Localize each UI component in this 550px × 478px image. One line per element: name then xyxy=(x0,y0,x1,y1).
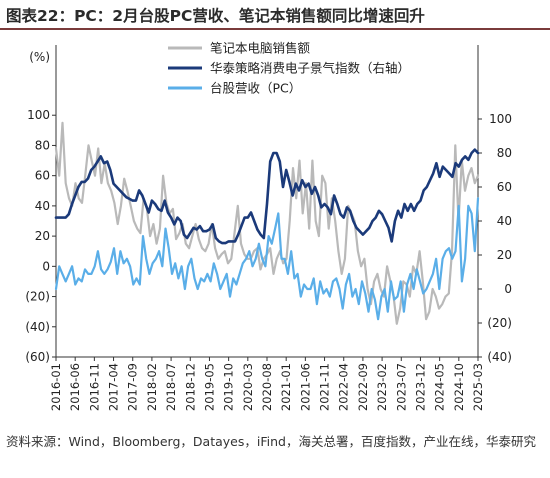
x-tick-label: 2021-06 xyxy=(298,363,312,411)
right-tick-label: 0 xyxy=(504,282,512,296)
x-tick-label: 2021-01 xyxy=(279,363,293,411)
x-tick-label: 2023-12 xyxy=(413,363,427,411)
x-tick-label: 2019-10 xyxy=(222,363,236,411)
left-tick-label: 60 xyxy=(35,169,50,183)
right-tick-label: 60 xyxy=(497,180,512,194)
legend-consumer-electronics-index-label: 华泰策略消费电子景气指数（右轴） xyxy=(210,61,410,76)
x-tick-label: 2025-03 xyxy=(471,363,485,411)
x-tick-label: 2023-07 xyxy=(394,363,408,411)
x-tick-label: 2020-03 xyxy=(241,363,255,411)
x-tick-label: 2016-01 xyxy=(49,363,63,411)
x-tick-label: 2018-07 xyxy=(164,363,178,411)
left-tick-label: (40) xyxy=(25,320,50,334)
right-tick-label: 40 xyxy=(497,214,512,228)
left-tick-label: 100 xyxy=(27,108,50,122)
x-tick-label: 2018-02 xyxy=(145,363,159,411)
right-tick-label: (40) xyxy=(487,350,512,364)
notebook-sales-line xyxy=(56,123,478,324)
left-tick-label: 20 xyxy=(35,229,50,243)
left-tick-label: (20) xyxy=(25,290,50,304)
x-tick-label: 2022-04 xyxy=(337,363,351,411)
consumer-electronics-index-line xyxy=(56,150,478,244)
left-tick-label: 80 xyxy=(35,138,50,152)
right-tick-label: 20 xyxy=(497,248,512,262)
x-tick-label: 2024-05 xyxy=(433,363,447,411)
right-tick-label: 80 xyxy=(497,146,512,160)
chart-title: 图表22：PC：2月台股PC营收、笔记本销售额同比增速回升 xyxy=(6,4,425,26)
x-tick-label: 2021-11 xyxy=(318,363,332,411)
x-tick-label: 2018-12 xyxy=(183,363,197,411)
right-tick-label: (20) xyxy=(487,316,512,330)
left-tick-label: (60) xyxy=(25,350,50,364)
x-tick-label: 2023-02 xyxy=(375,363,389,411)
legend-taiwan-pc-revenue-label: 台股营收（PC） xyxy=(210,81,301,96)
legend-notebook-sales-label: 笔记本电脑销售额 xyxy=(210,41,311,56)
x-tick-label: 2024-10 xyxy=(452,363,466,411)
chart-svg: (%) (60) (40) (20) 0 20 40 60 80 100 (40) (20) 0 20 4… xyxy=(0,30,550,430)
left-tick-label: 40 xyxy=(35,199,50,213)
x-tick-label: 2017-04 xyxy=(107,363,121,411)
x-tick-label: 2020-08 xyxy=(260,363,274,411)
x-tick-label: 2016-11 xyxy=(87,363,101,411)
x-tick-label: 2022-09 xyxy=(356,363,370,411)
x-tick-label: 2019-05 xyxy=(202,363,216,411)
left-tick-label: 0 xyxy=(42,259,50,273)
x-tick-label: 2016-06 xyxy=(68,363,82,411)
x-tick-label: 2017-09 xyxy=(126,363,140,411)
left-axis-unit: (%) xyxy=(29,50,50,64)
right-tick-label: 100 xyxy=(489,112,512,126)
source-note: 资料来源：Wind，Bloomberg，Datayes，iFind，海关总署，百… xyxy=(6,432,544,452)
